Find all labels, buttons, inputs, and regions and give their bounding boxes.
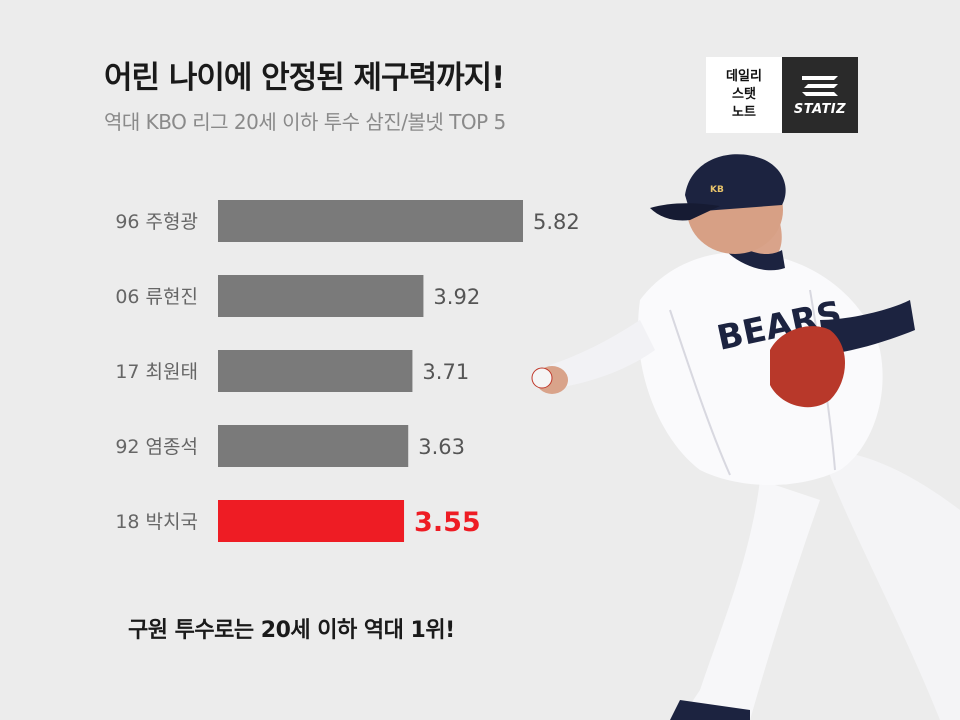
bar <box>218 350 413 392</box>
category-label: 18 박치국 <box>115 511 198 533</box>
chart-title: 어린 나이에 안정된 제구력까지! <box>104 60 505 96</box>
chart-subtitle: 역대 KBO 리그 20세 이하 투수 삼진/볼넷 TOP 5 <box>104 110 506 134</box>
bar <box>218 200 523 242</box>
logo-line-2: 스탯 <box>732 87 756 102</box>
logo-line-1: 데일리 <box>726 69 762 84</box>
bar-highlighted <box>218 500 405 542</box>
bottom-caption: 구원 투수로는 20세 이하 역대 1위! <box>128 618 455 643</box>
category-label: 06 류현진 <box>115 286 198 308</box>
value-label: 5.82 <box>533 210 580 234</box>
category-label: 92 염종석 <box>115 436 198 458</box>
bar <box>218 425 409 467</box>
pitcher-photo: BEARS KB <box>531 154 960 720</box>
svg-text:KB: KB <box>710 185 724 195</box>
category-label: 17 최원태 <box>115 361 198 383</box>
value-label: 3.71 <box>422 360 469 384</box>
statiz-brand-text: STATIZ <box>793 101 847 117</box>
statiz-logo: 데일리 스탯 노트 STATIZ <box>706 57 858 133</box>
statiz-brand-logo: STATIZ <box>782 57 858 133</box>
value-label: 3.55 <box>414 507 481 538</box>
statiz-mark-icon <box>802 75 838 96</box>
value-label: 3.92 <box>433 285 480 309</box>
bar <box>218 275 424 317</box>
value-label: 3.63 <box>418 435 465 459</box>
daily-stat-note-logo: 데일리 스탯 노트 <box>706 57 782 133</box>
category-label: 96 주형광 <box>115 211 198 233</box>
logo-line-3: 노트 <box>732 105 756 120</box>
